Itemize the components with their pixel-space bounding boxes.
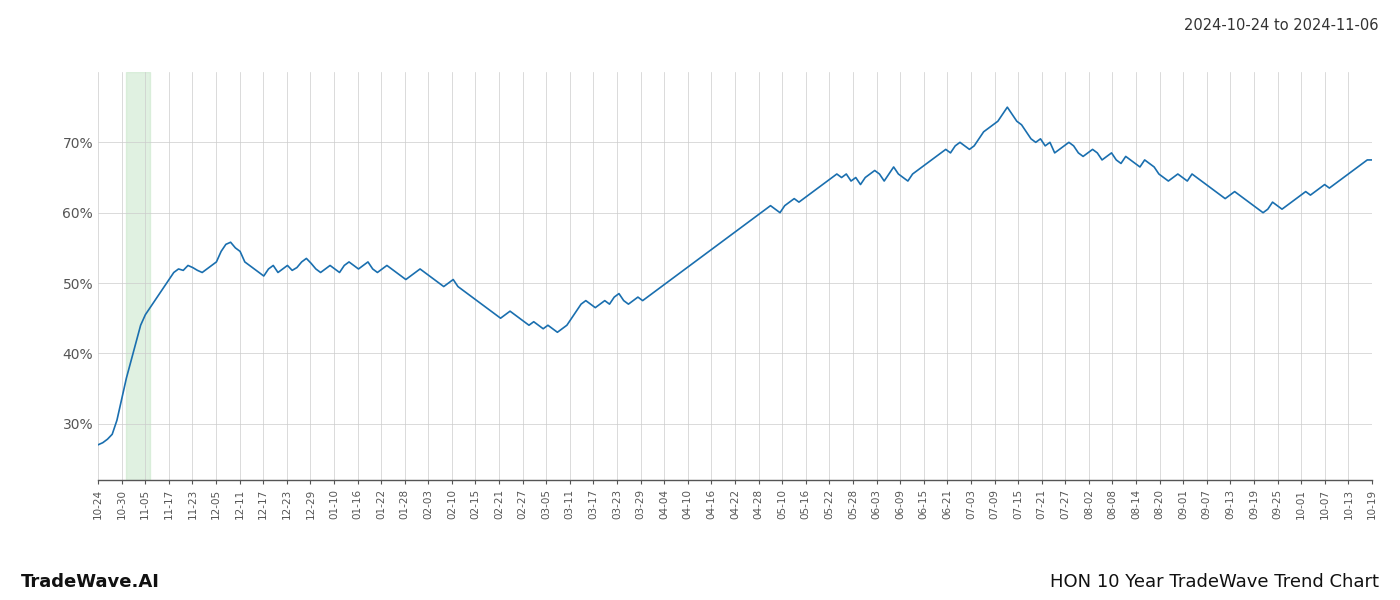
Text: TradeWave.AI: TradeWave.AI — [21, 573, 160, 591]
Text: HON 10 Year TradeWave Trend Chart: HON 10 Year TradeWave Trend Chart — [1050, 573, 1379, 591]
Bar — [126, 72, 150, 480]
Text: 2024-10-24 to 2024-11-06: 2024-10-24 to 2024-11-06 — [1184, 18, 1379, 33]
